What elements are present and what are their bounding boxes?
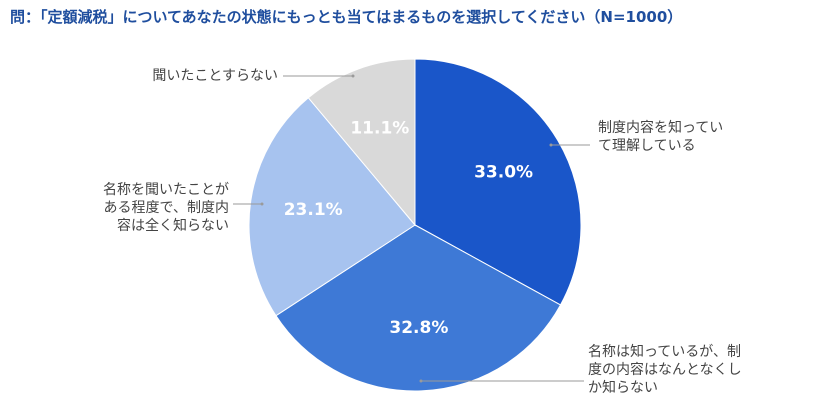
pie-slice-1: [414, 58, 582, 306]
pie-slice-2: [275, 224, 562, 392]
pie-value-label-3: 23.1%: [284, 200, 343, 220]
pie-value-label-2: 32.8%: [389, 318, 448, 338]
leader-dot-1: [549, 143, 553, 147]
pie-slice-4: [307, 58, 416, 227]
leader-dot-4: [351, 74, 355, 78]
category-label-4: 聞いたことすらない: [152, 68, 278, 84]
pie-value-label-1: 33.0%: [474, 163, 533, 183]
chart-title: 問：「定額減税」についてあなたの状態にもっとも当てはまるものを選択してください（…: [10, 8, 683, 26]
pie-value-label-4: 11.1%: [350, 118, 409, 138]
category-label-2: 名称は知っているが、制度の内容はなんとなくしか知らない: [588, 343, 742, 396]
pie-slice-3: [248, 97, 416, 317]
category-label-3: 名称を聞いたことがある程度で、制度内容は全く知らない: [103, 182, 229, 234]
category-label-1: 制度内容を知っていて理解している: [598, 119, 723, 154]
leader-dot-3: [260, 202, 264, 206]
leader-dot-2: [419, 379, 423, 383]
